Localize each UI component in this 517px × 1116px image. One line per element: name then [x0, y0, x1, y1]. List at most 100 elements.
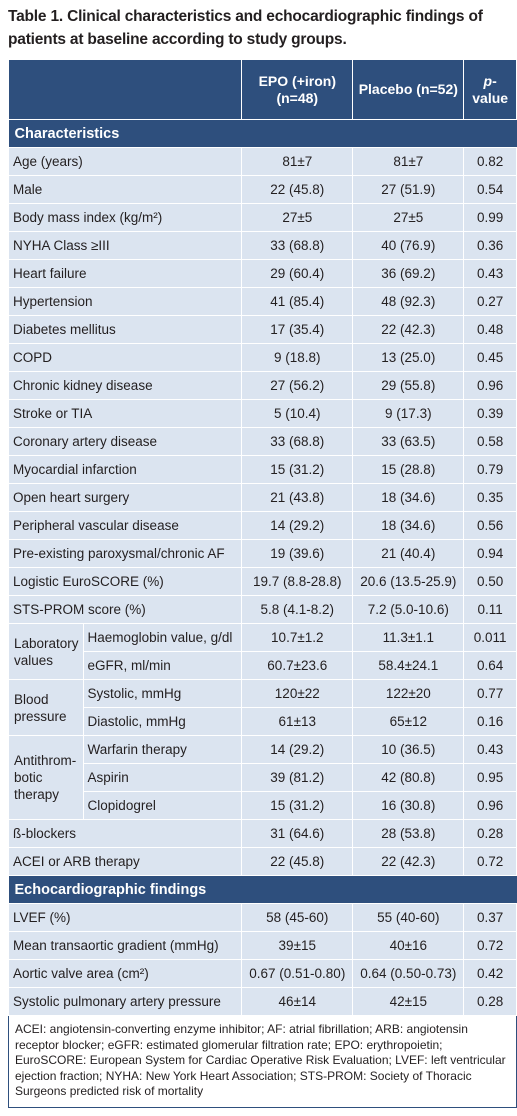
p-value-cell: 0.50: [463, 567, 517, 596]
placebo-cell: 7.2 (5.0-10.6): [352, 595, 465, 624]
epo-cell: 10.7±1.2: [241, 623, 354, 652]
row-label: Heart failure: [7, 259, 243, 288]
header-blank: [7, 59, 243, 120]
epo-cell: 60.7±23.6: [241, 651, 354, 680]
row-sublabel: Warfarin therapy: [82, 735, 243, 764]
p-value-cell: 0.42: [463, 959, 517, 988]
row-label: Pre-existing paroxysmal/chronic AF: [7, 539, 243, 568]
epo-cell: 5 (10.4): [241, 399, 354, 428]
placebo-cell: 58.4±24.1: [352, 651, 465, 680]
placebo-cell: 22 (42.3): [352, 847, 465, 876]
row-label: Age (years): [7, 147, 243, 176]
row-label: Male: [7, 175, 243, 204]
placebo-cell: 20.6 (13.5-25.9): [352, 567, 465, 596]
table-row: Chronic kidney disease 27 (56.2) 29 (55.8)…: [7, 371, 517, 400]
p-value-cell: 0.72: [463, 847, 517, 876]
epo-cell: 120±22: [241, 679, 354, 708]
table-row: Mean transaortic gradient (mmHg) 39±15 40±…: [7, 931, 517, 960]
table-row: eGFR, ml/min 60.7±23.6 58.4±24.1 0.64: [9, 651, 517, 680]
p-value-cell: 0.45: [463, 343, 517, 372]
table-row: Aortic valve area (cm²) 0.67 (0.51-0.80) 0…: [7, 959, 517, 988]
footnote-row: ACEI: angiotensin-converting enzyme inhi…: [8, 1015, 517, 1108]
row-sublabel: eGFR, ml/min: [82, 651, 243, 680]
placebo-cell: 27 (51.9): [352, 175, 465, 204]
placebo-cell: 9 (17.3): [352, 399, 465, 428]
epo-cell: 61±13: [241, 707, 354, 736]
epo-cell: 22 (45.8): [241, 847, 354, 876]
epo-cell: 19.7 (8.8-28.8): [241, 567, 354, 596]
table-title: Table 1. Clinical characteristics and ec…: [8, 8, 483, 48]
row-sublabel: Systolic, mmHg: [82, 679, 243, 708]
row-label: Logistic EuroSCORE (%): [7, 567, 243, 596]
epo-cell: 39±15: [241, 931, 354, 960]
epo-cell: 22 (45.8): [241, 175, 354, 204]
row-label: STS-PROM score (%): [7, 595, 243, 624]
row-label: Mean transaortic gradient (mmHg): [7, 931, 243, 960]
table-row: ACEI or ARB therapy 22 (45.8) 22 (42.3) 0.7…: [7, 847, 517, 876]
table-row: LVEF (%) 58 (45-60) 55 (40-60) 0.37: [7, 903, 517, 932]
placebo-cell: 28 (53.8): [352, 819, 465, 848]
section-echo: Echocardiographic findings: [8, 875, 517, 904]
table-row: COPD 9 (18.8) 13 (25.0) 0.45: [7, 343, 517, 372]
placebo-cell: 16 (30.8): [352, 791, 465, 820]
row-label: ACEI or ARB therapy: [7, 847, 243, 876]
epo-cell: 39 (81.2): [241, 763, 354, 792]
table-row: Systolic pulmonary artery pressure 46±14 4…: [7, 987, 517, 1016]
placebo-cell: 122±20: [352, 679, 465, 708]
p-value-cell: 0.11: [463, 595, 517, 624]
p-value-cell: 0.36: [463, 231, 517, 260]
header-p-value: p-value: [463, 59, 517, 120]
epo-cell: 14 (29.2): [241, 511, 354, 540]
p-value-cell: 0.95: [463, 763, 517, 792]
epo-cell: 33 (68.8): [241, 231, 354, 260]
p-value-cell: 0.48: [463, 315, 517, 344]
table-row: ß-blockers 31 (64.6) 28 (53.8) 0.28: [7, 819, 517, 848]
placebo-cell: 15 (28.8): [352, 455, 465, 484]
placebo-cell: 40 (76.9): [352, 231, 465, 260]
table-row: Laboratory values Haemoglobin value, g/dl…: [8, 623, 517, 680]
table-row: Open heart surgery 21 (43.8) 18 (34.6) 0.35: [7, 483, 517, 512]
row-label: Coronary artery disease: [7, 427, 243, 456]
placebo-cell: 21 (40.4): [352, 539, 465, 568]
epo-cell: 15 (31.2): [241, 791, 354, 820]
p-value-cell: 0.58: [463, 427, 517, 456]
p-value-cell: 0.28: [463, 819, 517, 848]
epo-cell: 19 (39.6): [241, 539, 354, 568]
group-label-line: botic: [14, 770, 43, 785]
placebo-cell: 48 (92.3): [352, 287, 465, 316]
table-row: Age (years) 81±7 81±7 0.82: [7, 147, 517, 176]
section-label: Echocardiographic findings: [8, 875, 517, 904]
epo-cell: 27 (56.2): [241, 371, 354, 400]
p-value-cell: 0.54: [463, 175, 517, 204]
placebo-cell: 0.64 (0.50-0.73): [352, 959, 465, 988]
row-label: Body mass index (kg/m²): [7, 203, 243, 232]
row-label: Chronic kidney disease: [7, 371, 243, 400]
table-row: Body mass index (kg/m²) 27±5 27±5 0.99: [7, 203, 517, 232]
row-label: NYHA Class ≥III: [7, 231, 243, 260]
table-row: Diastolic, mmHg 61±13 65±12 0.16: [9, 707, 517, 736]
clinical-table: EPO (+iron) (n=48) Placebo (n=52) p-valu…: [7, 59, 517, 1108]
epo-cell: 0.67 (0.51-0.80): [241, 959, 354, 988]
p-value-cell: 0.96: [463, 791, 517, 820]
row-label: Myocardial infarction: [7, 455, 243, 484]
section-characteristics: Characteristics: [8, 119, 517, 148]
placebo-cell: 55 (40-60): [352, 903, 465, 932]
table-row: Coronary artery disease 33 (68.8) 33 (63.5…: [7, 427, 517, 456]
p-value-cell: 0.35: [463, 483, 517, 512]
row-label: Hypertension: [7, 287, 243, 316]
epo-cell: 9 (18.8): [241, 343, 354, 372]
table-row: Aspirin 39 (81.2) 42 (80.8) 0.95: [9, 763, 517, 792]
placebo-cell: 13 (25.0): [352, 343, 465, 372]
placebo-cell: 18 (34.6): [352, 511, 465, 540]
row-label: ß-blockers: [7, 819, 243, 848]
footnote: ACEI: angiotensin-converting enzyme inhi…: [8, 1015, 517, 1108]
p-value-cell: 0.43: [463, 259, 517, 288]
epo-cell: 33 (68.8): [241, 427, 354, 456]
row-sublabel: Clopidogrel: [82, 791, 243, 820]
epo-cell: 17 (35.4): [241, 315, 354, 344]
row-label: Peripheral vascular disease: [7, 511, 243, 540]
row-label: Aortic valve area (cm²): [7, 959, 243, 988]
group-label: Blood pressure: [8, 679, 84, 736]
epo-cell: 15 (31.2): [241, 455, 354, 484]
